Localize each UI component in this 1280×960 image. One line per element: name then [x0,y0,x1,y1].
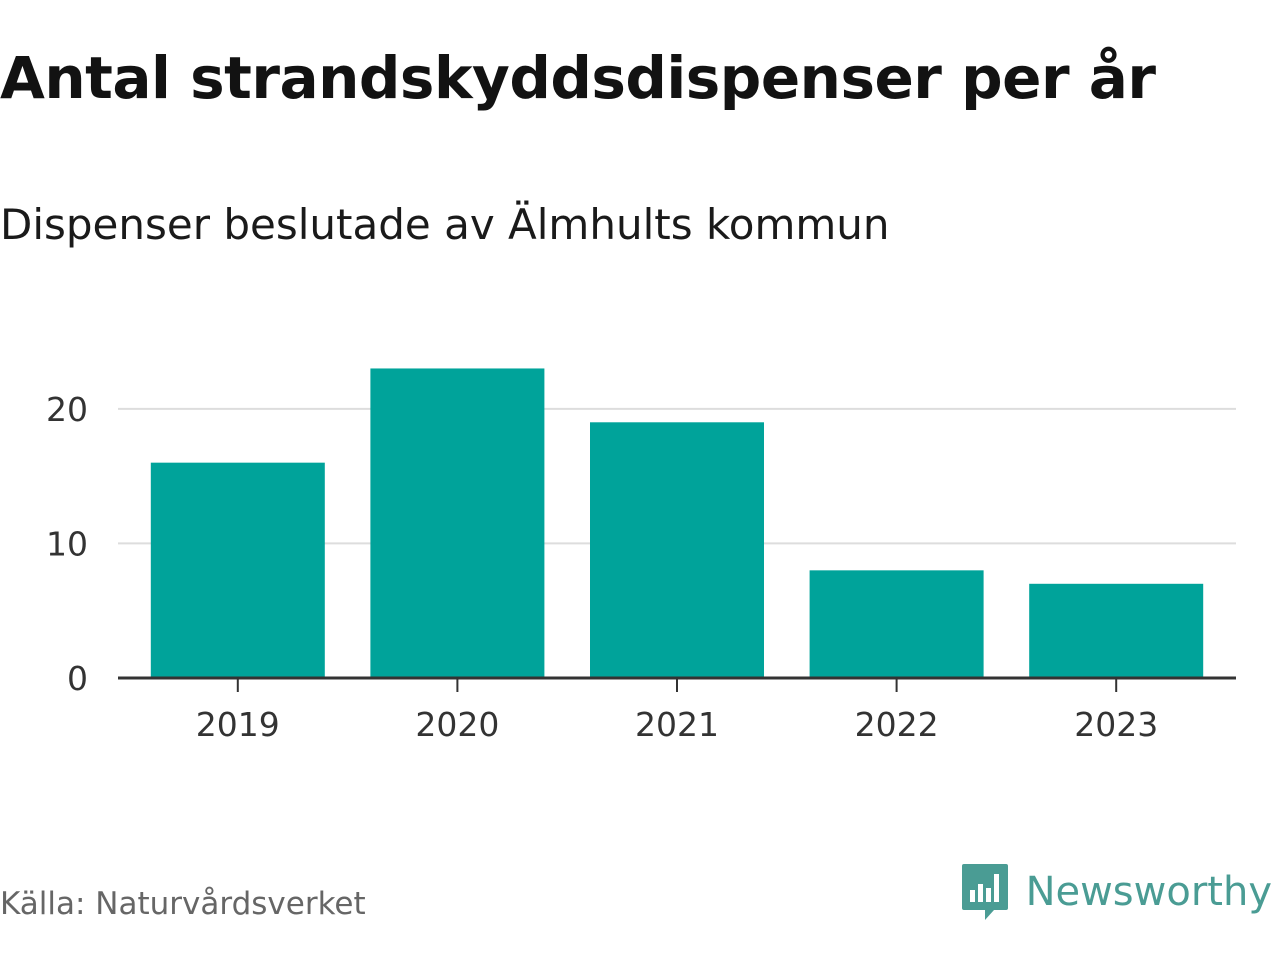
bar-2020 [370,368,545,678]
brand-logo: Newsworthy [960,862,1272,922]
bar-2021 [590,422,764,678]
bar-2019 [150,462,325,678]
source-note: Källa: Naturvårdsverket [0,886,366,922]
bar-chart: 0 10 20 2019 2020 2021 2022 2023 [46,368,1236,744]
x-tick-label: 2020 [415,705,499,744]
brand-name: Newsworthy [1025,869,1272,915]
x-tick-label: 2023 [1074,705,1158,744]
y-tick-label: 0 [67,659,88,698]
axes: 0 10 20 2019 2020 2021 2022 2023 [46,390,1236,744]
bar-2022 [809,570,984,678]
y-tick-label: 20 [46,390,88,429]
x-tick-label: 2021 [635,705,719,744]
x-tick-label: 2022 [855,705,939,744]
newsworthy-logo-icon [961,864,1008,920]
chart-subtitle: Dispenser beslutade av Älmhults kommun [0,200,890,249]
y-tick-label: 10 [46,524,88,563]
x-tick-label: 2019 [196,705,280,744]
chart-title: Antal strandskyddsdispenser per år [0,44,1156,112]
bars [150,368,1204,678]
bar-2023 [1029,583,1204,678]
